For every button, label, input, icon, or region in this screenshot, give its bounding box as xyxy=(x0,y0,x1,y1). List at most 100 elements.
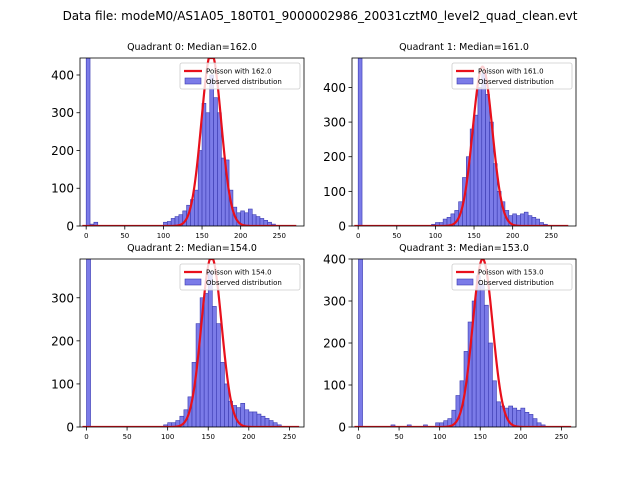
legend-box xyxy=(179,62,301,90)
histogram-bar xyxy=(211,306,217,427)
x-tick-label: 250 xyxy=(545,232,558,240)
x-tick-label: 250 xyxy=(555,433,568,441)
chart-title: Quadrant 2: Median=154.0 xyxy=(127,243,257,254)
poisson-curve xyxy=(82,259,300,427)
poisson-curve xyxy=(354,259,572,427)
histogram-bar xyxy=(259,218,265,226)
histogram-bar xyxy=(358,259,363,427)
plot-area xyxy=(82,259,300,427)
x-tick-label: 100 xyxy=(429,232,442,240)
x-tick-label: 150 xyxy=(474,433,487,441)
legend-bar-label: Observed distribution xyxy=(206,78,282,86)
figure-title: Data file: modeM0/AS1A05_180T01_90000029… xyxy=(63,9,578,23)
y-tick-label: 200 xyxy=(323,150,346,164)
poisson-curve xyxy=(354,65,569,226)
histogram-bar xyxy=(496,401,501,427)
histogram-bar xyxy=(252,411,258,427)
legend-box xyxy=(451,263,573,291)
histogram-bar xyxy=(203,293,209,427)
histogram-bar xyxy=(532,418,538,427)
plot-area xyxy=(354,259,572,427)
histogram-bar xyxy=(217,112,222,226)
histogram-bar xyxy=(255,216,261,226)
chart-panel-1: 0 50 100 150 200 250 0 100 200 300 400 Quadrant 1: … xyxy=(323,42,577,240)
histogram-bar xyxy=(197,150,203,226)
y-tick-label: 400 xyxy=(51,68,74,82)
chart-title: Quadrant 1: Median=161.0 xyxy=(399,42,529,53)
legend-box xyxy=(451,62,573,90)
x-tick-label: 100 xyxy=(433,433,446,441)
chart-panel-2: 0 50 100 150 200 250 0 100 200 300 Quadrant 2: Med… xyxy=(51,243,305,441)
x-tick-label: 50 xyxy=(395,433,404,441)
x-tick-label: 200 xyxy=(514,433,527,441)
legend-box xyxy=(179,263,301,291)
histogram-bar xyxy=(207,271,213,427)
histogram-bar xyxy=(524,411,530,427)
axes-frame xyxy=(79,258,305,428)
x-tick-label: 0 xyxy=(356,433,360,441)
y-tick-label: 100 xyxy=(51,182,74,196)
histogram-bar xyxy=(477,87,483,226)
chart-panel-0: 0 50 100 150 200 250 0 100 200 300 400 Quadrant 0: … xyxy=(51,42,305,240)
histogram-bar xyxy=(194,189,199,226)
histogram-bar xyxy=(251,214,257,226)
x-tick-label: 150 xyxy=(467,232,480,240)
histogram-bar xyxy=(244,409,250,427)
histogram-bar xyxy=(244,212,249,226)
x-tick-label: 0 xyxy=(84,232,88,240)
x-tick-label: 100 xyxy=(161,433,174,441)
histogram-bar xyxy=(216,323,221,427)
y-tick-label: 300 xyxy=(323,116,346,130)
y-tick-label: 100 xyxy=(323,185,346,199)
histogram-bar xyxy=(531,217,537,226)
legend-bar-swatch xyxy=(184,77,202,85)
legend-bar-label: Observed distribution xyxy=(478,279,554,287)
histogram-bar xyxy=(260,415,266,427)
x-tick-label: 200 xyxy=(506,232,519,240)
histogram-bar xyxy=(520,407,526,427)
y-tick-label: 0 xyxy=(66,421,74,435)
histogram-bar xyxy=(483,304,489,427)
legend-curve-label: Poisson with 161.0 xyxy=(478,68,544,76)
histogram-bar xyxy=(488,342,493,427)
histogram-bar xyxy=(473,114,479,226)
histogram-bar xyxy=(224,383,229,427)
legend-curve-label: Poisson with 153.0 xyxy=(478,269,544,277)
y-tick-label: 400 xyxy=(323,253,346,267)
chart-panel-3: 0 50 100 150 200 250 0 100 200 300 400 Quadrant 3: … xyxy=(323,243,577,441)
legend-curve-label: Poisson with 154.0 xyxy=(206,269,272,277)
histogram-bar xyxy=(248,208,253,226)
legend-curve-label: Poisson with 162.0 xyxy=(206,68,272,76)
histogram-bar xyxy=(523,211,529,226)
histogram-bar xyxy=(248,411,254,427)
axes-frame xyxy=(79,57,305,227)
histogram-bar xyxy=(209,74,214,226)
histogram-bar xyxy=(475,275,481,427)
histogram-bar xyxy=(264,418,270,427)
histogram-bar xyxy=(220,362,225,427)
legend-bar-swatch xyxy=(184,278,202,286)
x-tick-label: 150 xyxy=(195,232,208,240)
legend-bar-label: Observed distribution xyxy=(478,78,554,86)
histogram-bar xyxy=(481,73,486,226)
y-tick-label: 200 xyxy=(51,144,74,158)
y-tick-label: 300 xyxy=(51,291,74,305)
y-tick-label: 0 xyxy=(66,220,74,234)
x-tick-label: 250 xyxy=(283,433,296,441)
histogram-bar xyxy=(86,259,91,427)
histogram-bar xyxy=(85,58,91,226)
y-tick-label: 0 xyxy=(338,421,346,435)
x-tick-label: 0 xyxy=(84,433,88,441)
histogram-bar xyxy=(516,409,522,427)
y-tick-label: 0 xyxy=(338,220,346,234)
histogram-bar xyxy=(516,215,521,226)
histogram-bar xyxy=(357,58,363,226)
x-tick-label: 250 xyxy=(273,232,286,240)
legend-bar-label: Observed distribution xyxy=(206,279,282,287)
y-tick-label: 400 xyxy=(323,81,346,95)
y-tick-label: 300 xyxy=(51,106,74,120)
y-tick-label: 100 xyxy=(51,377,74,391)
histogram-bar xyxy=(221,157,226,226)
histogram-bar xyxy=(479,283,485,427)
